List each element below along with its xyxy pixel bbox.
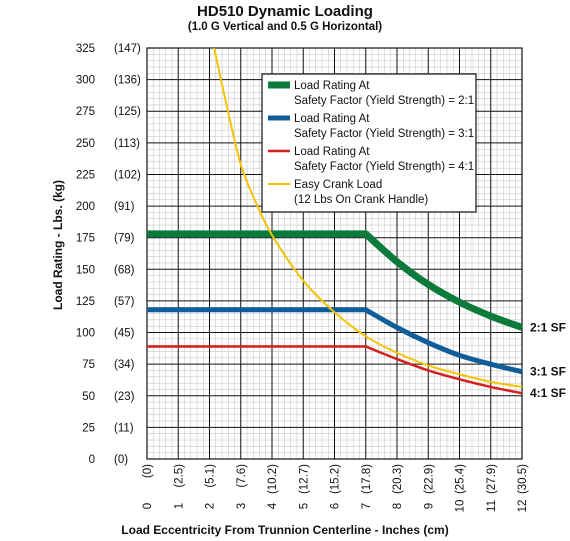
chart-subtitle: (1.0 G Vertical and 0.5 G Horizontal) bbox=[187, 21, 383, 33]
legend-label-1-2: Safety Factor (Yield Strength) = 2:1 bbox=[294, 95, 474, 107]
y-axis-label: Load Rating - Lbs. (kg) bbox=[51, 180, 65, 310]
x-tick-in: 1 bbox=[173, 503, 185, 509]
x-tick-in: 4 bbox=[267, 502, 279, 509]
x-tick-in: 11 bbox=[486, 500, 498, 512]
y-tick-lbs: 150 bbox=[76, 264, 95, 276]
y-tick-lbs: 75 bbox=[82, 359, 95, 371]
chart-title: HD510 Dynamic Loading bbox=[197, 3, 373, 20]
x-tick-in: 0 bbox=[142, 503, 154, 509]
x-tick-in: 8 bbox=[392, 503, 404, 509]
y-tick-kg: (11) bbox=[114, 422, 134, 434]
y-tick-lbs: 275 bbox=[76, 106, 95, 118]
y-tick-lbs: 200 bbox=[76, 201, 95, 213]
x-tick-cm: (2.5) bbox=[173, 464, 185, 488]
plot-frame bbox=[146, 47, 523, 460]
y-tick-lbs: 25 bbox=[82, 422, 95, 434]
y-tick-kg: (23) bbox=[114, 391, 135, 403]
x-tick-cm: (0) bbox=[142, 464, 154, 478]
y-tick-kg: (0) bbox=[114, 454, 128, 466]
x-tick-cm: (25.4) bbox=[455, 464, 467, 494]
legend-label-1-1: Load Rating At bbox=[294, 80, 370, 92]
legend-label-4-2: (12 Lbs On Crank Handle) bbox=[294, 194, 428, 206]
y-tick-lbs: 250 bbox=[76, 138, 95, 150]
x-tick-cm: (7.6) bbox=[236, 464, 248, 488]
y-tick-lbs: 125 bbox=[76, 296, 95, 308]
x-tick-cm: (27.9) bbox=[486, 464, 498, 494]
y-tick-kg: (34) bbox=[114, 359, 135, 371]
x-tick-cm: (22.9) bbox=[423, 464, 435, 494]
series-line-2 bbox=[147, 307, 523, 375]
x-tick-in: 2 bbox=[205, 503, 217, 509]
x-axis-label: Load Eccentricity From Trunnion Centerli… bbox=[121, 523, 449, 537]
y-tick-kg: (147) bbox=[114, 43, 141, 55]
x-tick-cm: (15.2) bbox=[330, 464, 342, 494]
y-tick-lbs: 50 bbox=[82, 391, 95, 403]
y-tick-lbs: 300 bbox=[76, 75, 95, 87]
series-end-label-1: 2:1 SF bbox=[530, 320, 566, 334]
y-tick-kg: (68) bbox=[114, 264, 135, 276]
legend-label-2-1: Load Rating At bbox=[294, 113, 370, 125]
x-tick-in: 6 bbox=[330, 503, 342, 509]
x-tick-in: 3 bbox=[236, 503, 248, 509]
y-tick-lbs: 225 bbox=[76, 169, 95, 181]
series-line-4 bbox=[213, 47, 523, 388]
series-end-label-2: 3:1 SF bbox=[530, 365, 566, 379]
legend: Load Rating At Safety Factor (Yield Stren… bbox=[261, 73, 477, 213]
y-tick-kg: (125) bbox=[114, 106, 141, 118]
x-tick-in: 12 bbox=[517, 500, 529, 513]
legend-box bbox=[261, 73, 477, 213]
x-tick-cm: (5.1) bbox=[205, 464, 217, 488]
y-tick-lbs: 100 bbox=[76, 328, 95, 340]
x-tick-cm: (20.3) bbox=[392, 464, 404, 494]
series-line-1 bbox=[147, 230, 524, 331]
legend-label-3-2: Safety Factor (Yield Strength) = 4:1 bbox=[294, 161, 474, 173]
x-tick-in: 5 bbox=[298, 503, 310, 509]
series-group: 2:1 SF 3:1 SF 4:1 SF bbox=[147, 47, 566, 400]
legend-label-4-1: Easy Crank Load bbox=[294, 179, 382, 191]
legend-label-3-1: Load Rating At bbox=[294, 146, 370, 158]
tick-labels: 0 (0)25 (11)50 (23)75 (34)100 (45)125 (57)150(… bbox=[76, 43, 529, 512]
x-tick-cm: (17.8) bbox=[361, 464, 373, 494]
x-tick-in: 10 bbox=[455, 500, 467, 513]
y-tick-lbs: 0 bbox=[89, 454, 95, 466]
x-tick-in: 9 bbox=[423, 503, 435, 509]
y-tick-kg: (136) bbox=[114, 75, 141, 87]
series-end-label-3: 4:1 SF bbox=[530, 386, 566, 400]
x-tick-in: 7 bbox=[361, 503, 373, 509]
x-tick-cm: (12.7) bbox=[298, 464, 310, 494]
legend-label-2-2: Safety Factor (Yield Strength) = 3:1 bbox=[294, 128, 474, 140]
y-tick-kg: (102) bbox=[114, 169, 141, 181]
y-tick-kg: (91) bbox=[114, 201, 135, 213]
x-tick-cm: (30.5) bbox=[517, 464, 529, 494]
x-tick-cm: (10.2) bbox=[267, 464, 279, 494]
y-tick-lbs: 325 bbox=[76, 43, 95, 55]
y-tick-lbs: 175 bbox=[76, 233, 95, 245]
y-tick-kg: (45) bbox=[114, 328, 135, 340]
y-tick-kg: (113) bbox=[114, 138, 140, 150]
series-line-3 bbox=[147, 345, 523, 395]
y-tick-kg: (57) bbox=[114, 296, 135, 308]
y-tick-kg: (79) bbox=[114, 233, 135, 245]
